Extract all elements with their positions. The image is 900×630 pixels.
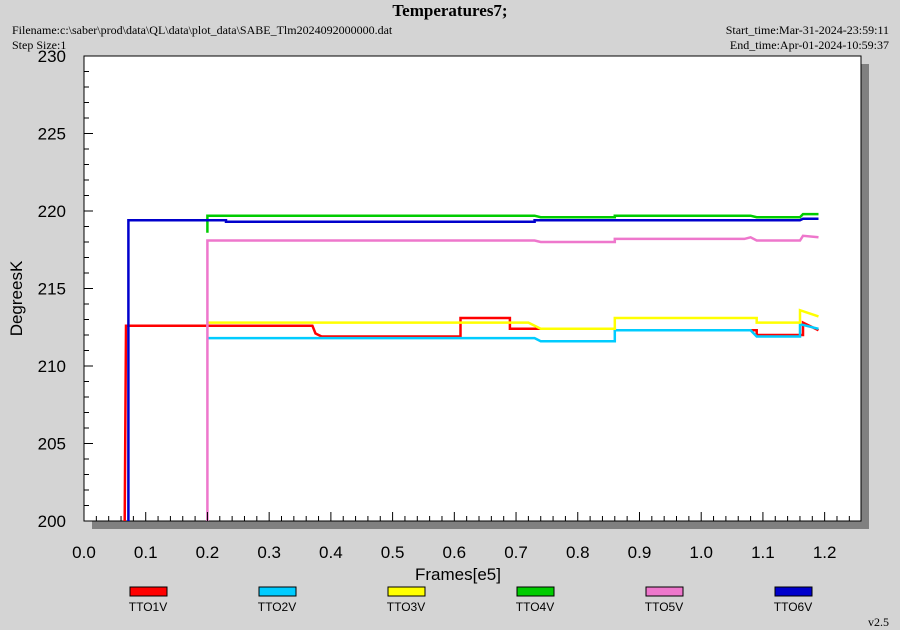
series-line-tto5v <box>206 234 819 521</box>
x-tick-label: 0.6 <box>442 543 466 562</box>
legend-swatch-tto3v <box>387 586 426 597</box>
y-tick-label: 225 <box>38 125 66 144</box>
y-tick-label: 200 <box>38 512 66 531</box>
legend-label-tto2v: TTO2V <box>258 600 296 614</box>
x-tick-label: 1.0 <box>689 543 713 562</box>
x-tick-label: 0.2 <box>196 543 220 562</box>
legend-swatch-tto5v <box>645 586 684 597</box>
start-time-label: Start_time:Mar-31-2024-23:59:11 <box>725 23 889 37</box>
x-tick-label: 0.4 <box>319 543 343 562</box>
legend-label-tto4v: TTO4V <box>516 600 554 614</box>
legend-swatch-tto6v <box>774 586 813 597</box>
x-tick-label: 0.1 <box>134 543 158 562</box>
x-tick-label: 1.2 <box>813 543 837 562</box>
x-tick-label: 0.7 <box>504 543 528 562</box>
legend-label-tto3v: TTO3V <box>387 600 425 614</box>
x-tick-label: 0.0 <box>72 543 96 562</box>
legend-swatch-tto4v <box>516 586 555 597</box>
filename-label: Filename:c:\saber\prod\data\QL\data\plot… <box>12 23 393 37</box>
y-tick-label: 215 <box>38 280 66 299</box>
end-time-label: End_time:Apr-01-2024-10:59:37 <box>729 38 889 52</box>
y-tick-label: 210 <box>38 357 66 376</box>
x-tick-label: 0.3 <box>257 543 281 562</box>
step-size-label: Step Size:1 <box>12 38 67 52</box>
plot-area <box>83 55 862 522</box>
x-tick-label: 0.5 <box>381 543 405 562</box>
y-axis-label: DegreesK <box>7 260 26 336</box>
x-tick-label: 1.1 <box>751 543 775 562</box>
y-tick-label: 205 <box>38 435 66 454</box>
series-line-tto2v <box>207 322 819 343</box>
chart-title: Temperatures7; <box>392 1 508 20</box>
legend-swatch-tto1v <box>129 586 168 597</box>
version-label: v2.5 <box>868 615 889 629</box>
x-tick-label: 0.8 <box>566 543 590 562</box>
series-line-tto3v <box>207 308 819 331</box>
series-line-tto4v <box>206 212 819 233</box>
x-axis-label: Frames[e5] <box>415 565 501 584</box>
series-line-tto6v <box>127 217 819 521</box>
y-tick-label: 230 <box>38 47 66 66</box>
legend-label-tto6v: TTO6V <box>774 600 812 614</box>
legend-swatch-tto2v <box>258 586 297 597</box>
legend-label-tto1v: TTO1V <box>129 600 167 614</box>
legend-label-tto5v: TTO5V <box>645 600 683 614</box>
y-tick-label: 220 <box>38 202 66 221</box>
x-tick-label: 0.9 <box>628 543 652 562</box>
